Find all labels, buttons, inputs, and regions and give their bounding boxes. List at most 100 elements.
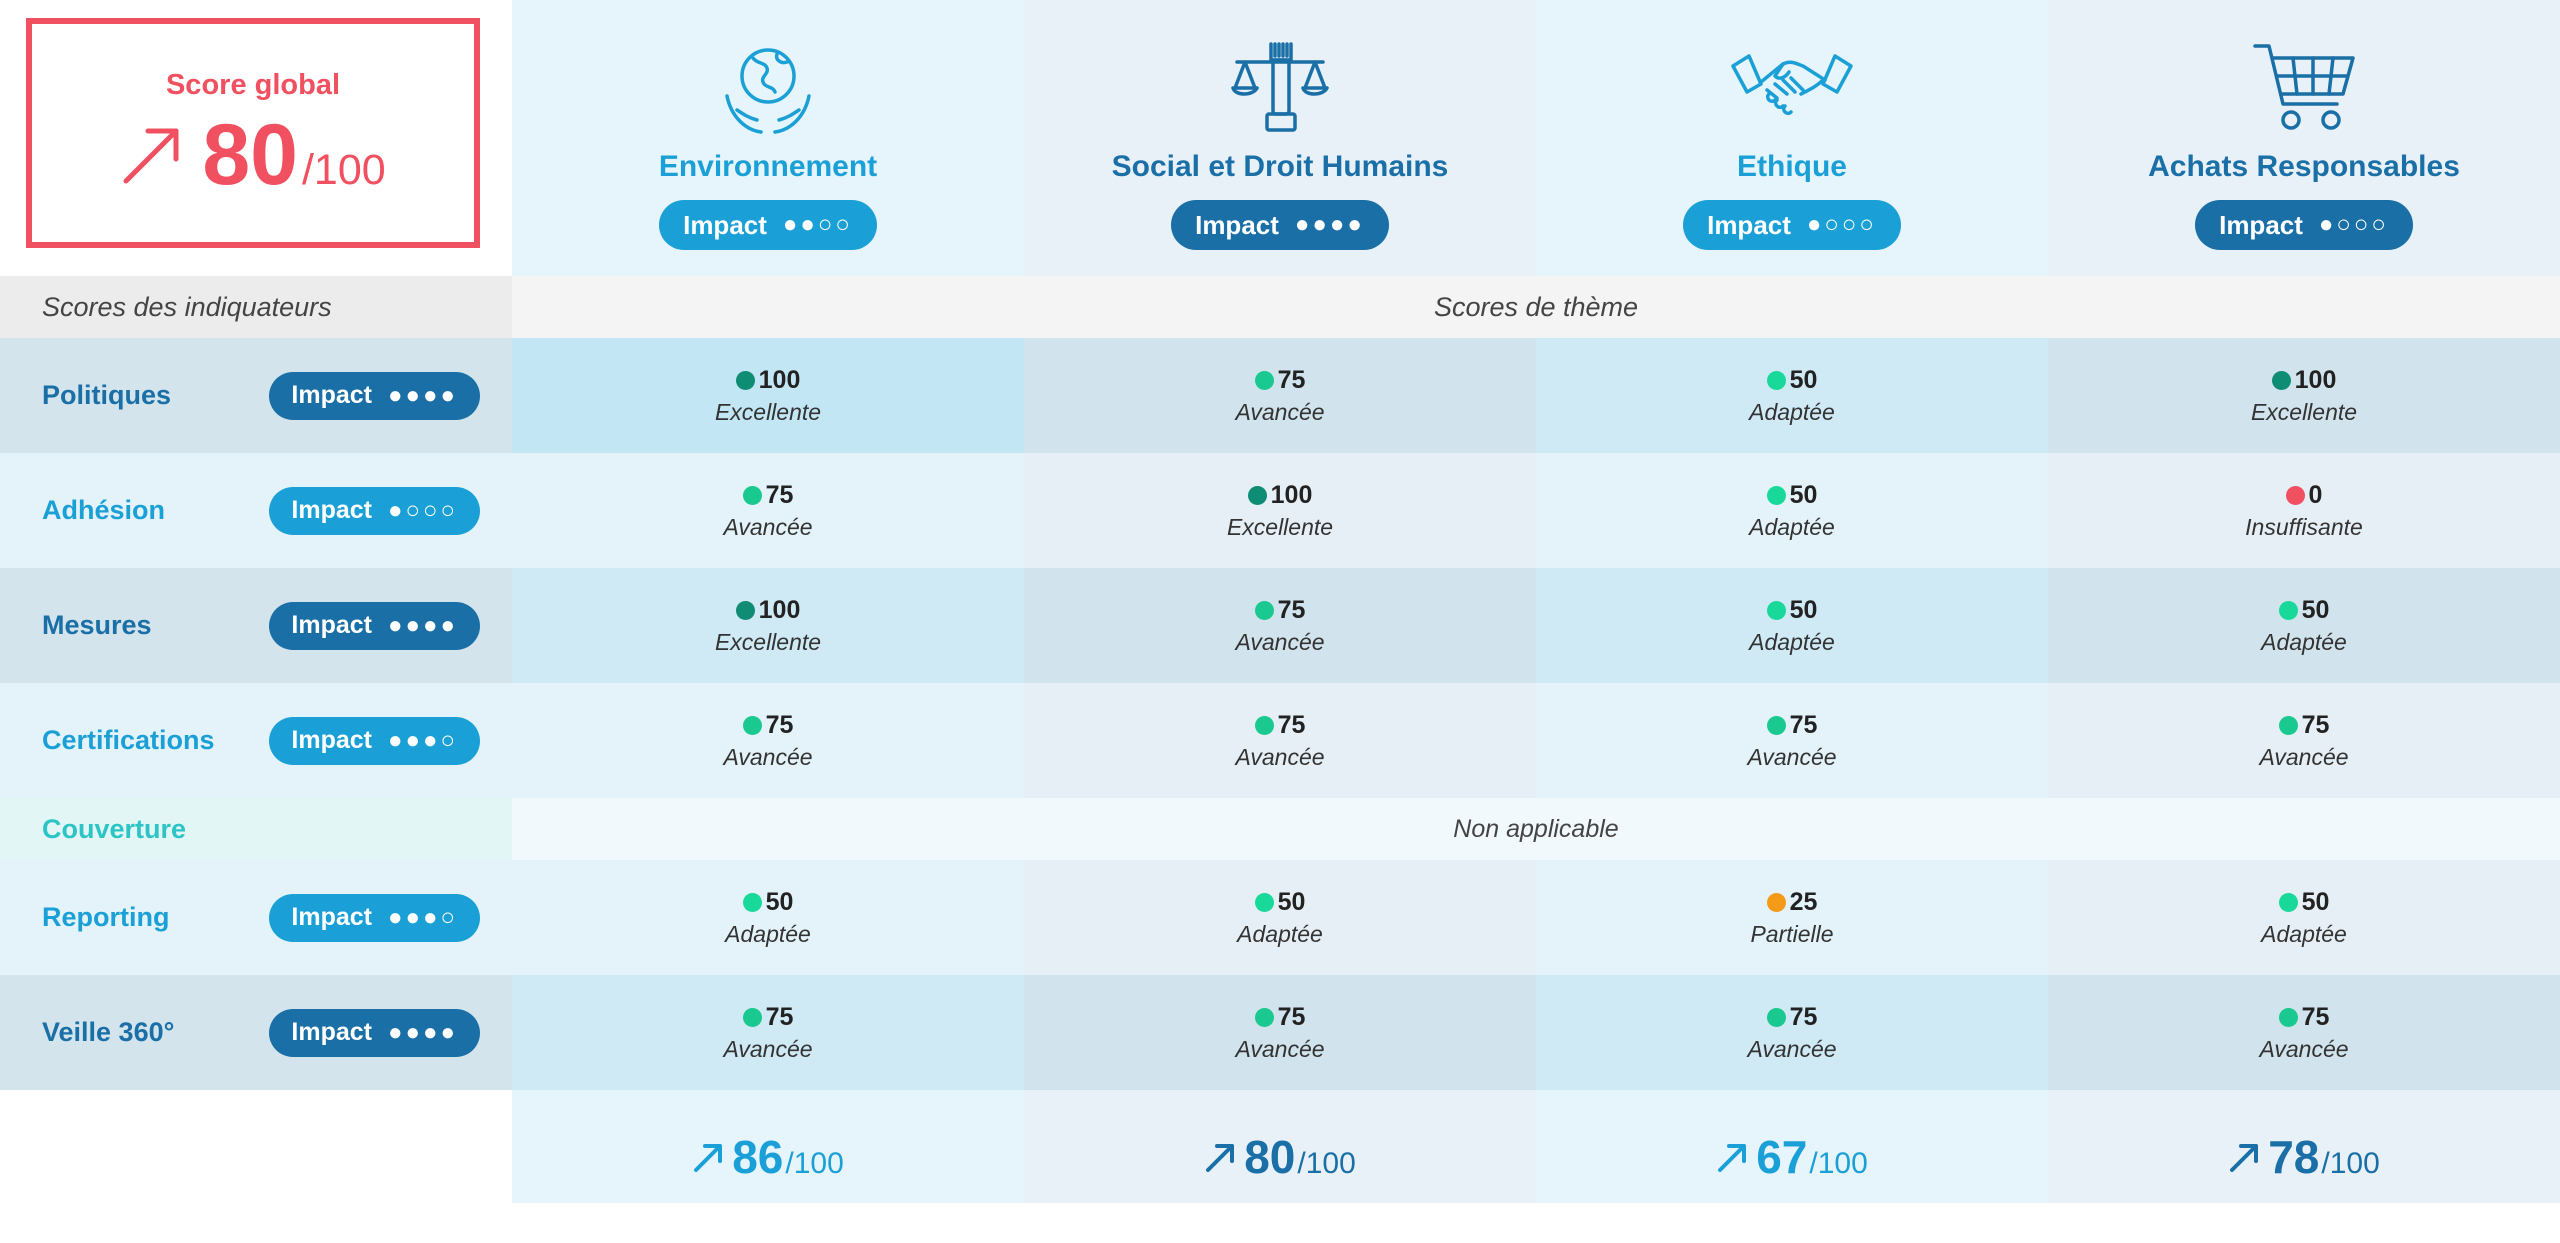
score-cell: 50 Adaptée — [1536, 453, 2048, 568]
score-value: 75 — [2301, 710, 2330, 739]
score-level: Excellente — [714, 628, 822, 655]
global-score-value: 80 /100 — [120, 106, 386, 203]
impact-dots: ●●●● — [388, 1018, 458, 1046]
row-label-certifications: Certifications Impact ●●●○ — [0, 683, 512, 798]
global-score-number: 80 — [202, 106, 298, 203]
level-dot-icon — [1766, 892, 1786, 912]
score-level: Insuffisante — [2245, 513, 2363, 540]
row-label-reporting: Reporting Impact ●●●○ — [0, 860, 512, 975]
score-cell: 0 Insuffisante — [2048, 453, 2560, 568]
impact-label: Impact — [2219, 209, 2303, 240]
score-value: 50 — [1277, 887, 1306, 916]
score-value: 50 — [2301, 595, 2330, 624]
level-dot-icon — [2285, 485, 2305, 505]
level-dot-icon — [742, 485, 762, 505]
impact-dots: ●●●○ — [388, 903, 458, 931]
score-level: Avancée — [723, 513, 813, 540]
indicator-name: Adhésion — [42, 495, 166, 525]
theme-impact-badge: Impact ●○○○ — [1683, 200, 1901, 250]
impact-dots: ●●○○ — [782, 211, 853, 238]
level-dot-icon — [742, 892, 762, 912]
score-level: Adaptée — [2261, 920, 2347, 947]
level-dot-icon — [735, 370, 755, 390]
indicator-impact-badge: Impact ●●●○ — [269, 716, 480, 765]
score-value: 75 — [765, 710, 794, 739]
global-score-box: Score global 80 /100 — [26, 18, 480, 248]
impact-label: Impact — [1707, 209, 1791, 240]
score-level: Adaptée — [2261, 628, 2347, 655]
score-value: 50 — [765, 887, 794, 916]
total-score: 78 — [2268, 1130, 2320, 1183]
indicator-impact-badge: Impact ●●●○ — [269, 893, 480, 942]
score-level: Adaptée — [1237, 920, 1323, 947]
score-level: Avancée — [1747, 743, 1837, 770]
level-dot-icon — [1766, 600, 1786, 620]
theme-total: 80/100 — [1024, 1090, 1536, 1203]
theme-impact-badge: Impact ●●○○ — [659, 200, 877, 250]
level-dot-icon — [1254, 600, 1274, 620]
global-score-denominator: /100 — [301, 145, 386, 194]
score-level: Avancée — [723, 1035, 813, 1062]
impact-label: Impact — [291, 903, 373, 931]
score-cell: 100 Excellente — [512, 568, 1024, 683]
impact-label: Impact — [291, 496, 373, 524]
level-dot-icon — [1254, 1007, 1274, 1027]
theme-total: 67/100 — [1536, 1090, 2048, 1203]
impact-label: Impact — [291, 611, 373, 639]
score-level: Excellente — [714, 398, 822, 425]
score-value: 50 — [2301, 887, 2330, 916]
level-dot-icon — [2271, 370, 2291, 390]
score-value: 75 — [2301, 1002, 2330, 1031]
indicator-name: Mesures — [42, 610, 152, 640]
justice-scale-fist-icon — [1231, 42, 1329, 132]
score-cell: 50 Adaptée — [512, 860, 1024, 975]
impact-label: Impact — [291, 1018, 373, 1046]
impact-dots: ●●●● — [388, 611, 458, 639]
score-value: 100 — [758, 365, 801, 394]
impact-dots: ●○○○ — [388, 496, 458, 524]
score-cell: 25 Partielle — [1536, 860, 2048, 975]
theme-title: Environnement — [658, 150, 878, 183]
level-dot-icon — [1766, 715, 1786, 735]
score-cell: 100 Excellente — [512, 338, 1024, 453]
score-level: Adaptée — [1749, 513, 1835, 540]
indicator-impact-badge: Impact ●●●● — [269, 371, 480, 420]
coverage-value: Non applicable — [512, 798, 2560, 860]
coverage-label: Couverture — [0, 798, 512, 860]
score-level: Avancée — [723, 743, 813, 770]
score-level: Partielle — [1750, 920, 1834, 947]
score-cell: 100 Excellente — [2048, 338, 2560, 453]
score-cell: 50 Adaptée — [2048, 568, 2560, 683]
indicator-impact-badge: Impact ●●●● — [269, 601, 480, 650]
score-value: 25 — [1789, 887, 1818, 916]
level-dot-icon — [1247, 485, 1267, 505]
global-score-label: Score global — [165, 68, 341, 101]
score-cell: 50 Adaptée — [1024, 860, 1536, 975]
theme-title: Ethique — [1737, 150, 1847, 183]
score-cell: 50 Adaptée — [1536, 568, 2048, 683]
level-dot-icon — [1254, 715, 1274, 735]
impact-dots: ●●●○ — [388, 726, 458, 754]
trend-up-arrow-icon — [2230, 1143, 2259, 1172]
impact-dots: ●○○○ — [2318, 211, 2389, 238]
score-cell: 75 Avancée — [1024, 975, 1536, 1090]
trend-up-arrow-icon — [1206, 1143, 1235, 1172]
impact-label: Impact — [1195, 209, 1279, 240]
score-level: Avancée — [2259, 1035, 2349, 1062]
score-value: 0 — [2308, 480, 2323, 509]
theme-social: Social et Droit Humains Impact ●●●● — [1024, 0, 1536, 276]
total-denominator: /100 — [2321, 1146, 2380, 1180]
indicator-name: Certifications — [42, 725, 215, 755]
row-label-veille: Veille 360° Impact ●●●● — [0, 975, 512, 1090]
handshake-icon — [1731, 54, 1853, 116]
score-cell: 100 Excellente — [1024, 453, 1536, 568]
level-dot-icon — [735, 600, 755, 620]
level-dot-icon — [1254, 892, 1274, 912]
impact-dots: ●○○○ — [1806, 211, 1877, 238]
score-value: 50 — [1789, 480, 1818, 509]
score-level: Avancée — [1747, 1035, 1837, 1062]
score-value: 75 — [1277, 710, 1306, 739]
score-cell: 75 Avancée — [1536, 683, 2048, 798]
shopping-cart-icon — [2253, 44, 2355, 130]
footer-spacer — [0, 1090, 512, 1203]
